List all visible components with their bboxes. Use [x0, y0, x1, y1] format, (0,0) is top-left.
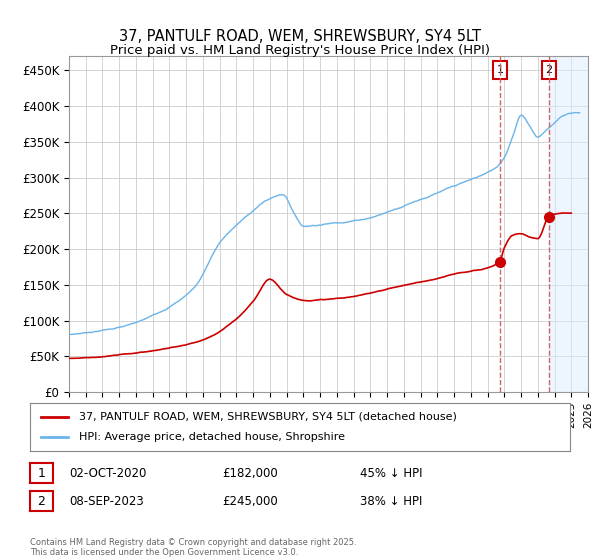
- Text: Price paid vs. HM Land Registry's House Price Index (HPI): Price paid vs. HM Land Registry's House …: [110, 44, 490, 57]
- Text: Contains HM Land Registry data © Crown copyright and database right 2025.
This d: Contains HM Land Registry data © Crown c…: [30, 538, 356, 557]
- Text: HPI: Average price, detached house, Shropshire: HPI: Average price, detached house, Shro…: [79, 432, 344, 442]
- Text: £182,000: £182,000: [222, 466, 278, 480]
- Text: 37, PANTULF ROAD, WEM, SHREWSBURY, SY4 5LT (detached house): 37, PANTULF ROAD, WEM, SHREWSBURY, SY4 5…: [79, 412, 457, 422]
- Text: 2: 2: [545, 66, 553, 75]
- Text: 1: 1: [497, 66, 503, 75]
- Text: 38% ↓ HPI: 38% ↓ HPI: [360, 494, 422, 508]
- Bar: [549, 56, 588, 392]
- Text: 1: 1: [37, 466, 46, 480]
- Text: 2: 2: [37, 494, 46, 508]
- Text: £245,000: £245,000: [222, 494, 278, 508]
- Text: 37, PANTULF ROAD, WEM, SHREWSBURY, SY4 5LT: 37, PANTULF ROAD, WEM, SHREWSBURY, SY4 5…: [119, 29, 481, 44]
- Text: 45% ↓ HPI: 45% ↓ HPI: [360, 466, 422, 480]
- Text: 08-SEP-2023: 08-SEP-2023: [69, 494, 144, 508]
- Text: 02-OCT-2020: 02-OCT-2020: [69, 466, 146, 480]
